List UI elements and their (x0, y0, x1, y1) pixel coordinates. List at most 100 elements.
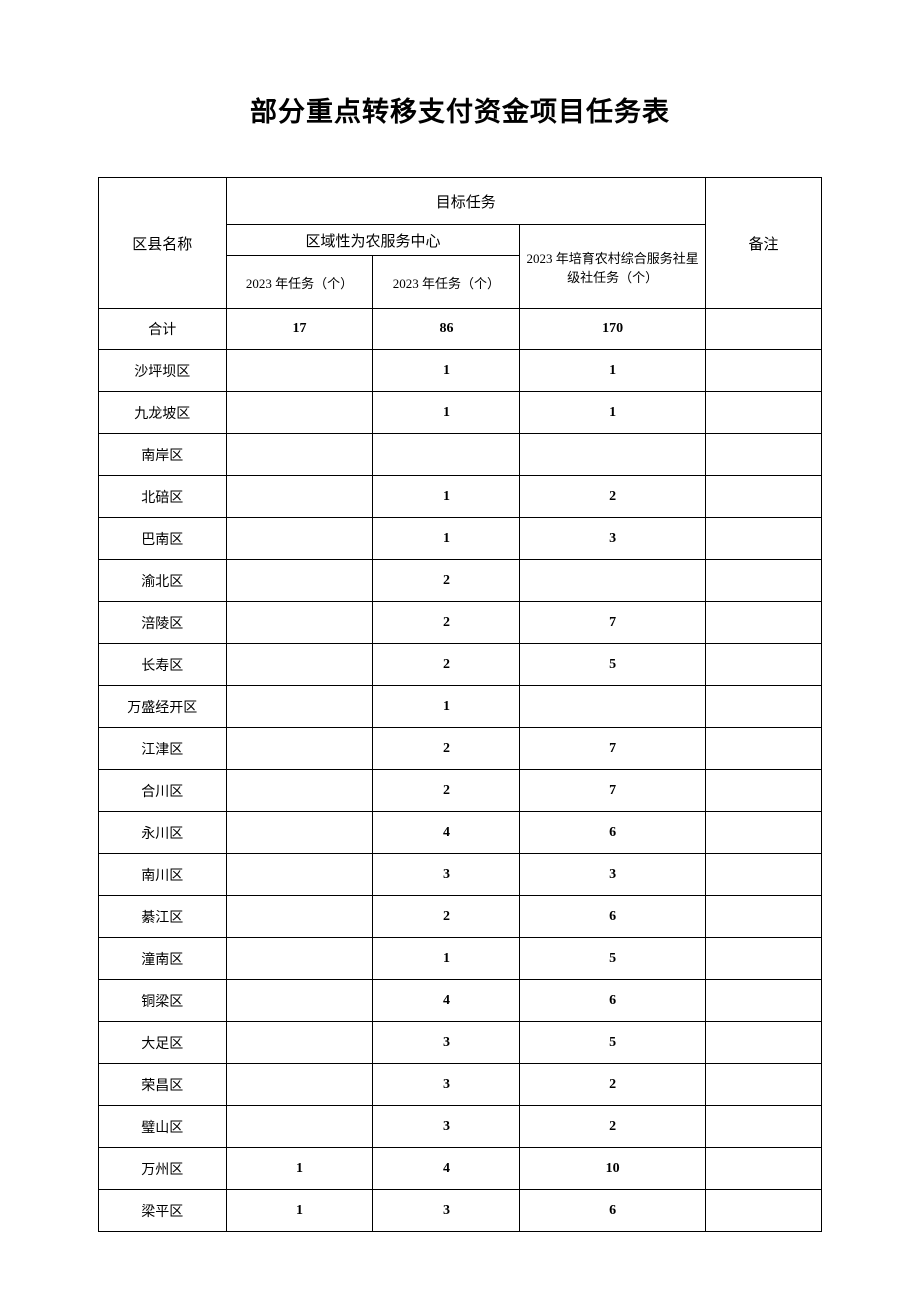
cell-note (705, 770, 821, 812)
district-name: 长寿区 (99, 644, 227, 686)
cell-v3: 2 (520, 1106, 706, 1148)
summary-row: 合计 17 86 170 (99, 309, 822, 350)
cell-note (705, 602, 821, 644)
cell-note (705, 392, 821, 434)
cell-v2: 3 (373, 1064, 520, 1106)
district-name: 大足区 (99, 1022, 227, 1064)
cell-v3: 5 (520, 644, 706, 686)
cell-v2: 3 (373, 1190, 520, 1232)
cell-v1 (226, 980, 373, 1022)
cell-v2: 1 (373, 686, 520, 728)
cell-v2: 2 (373, 602, 520, 644)
header-remark: 备注 (705, 178, 821, 309)
table-row: 合川区27 (99, 770, 822, 812)
cell-note (705, 980, 821, 1022)
district-name: 璧山区 (99, 1106, 227, 1148)
cell-note (705, 1064, 821, 1106)
cell-v2: 2 (373, 770, 520, 812)
district-name: 荣昌区 (99, 1064, 227, 1106)
cell-note (705, 1022, 821, 1064)
cell-note (705, 644, 821, 686)
district-name: 巴南区 (99, 518, 227, 560)
cell-note (705, 350, 821, 392)
cell-v1 (226, 392, 373, 434)
cell-note (705, 518, 821, 560)
cell-v1 (226, 350, 373, 392)
cell-v2: 3 (373, 1022, 520, 1064)
table-row: 璧山区32 (99, 1106, 822, 1148)
cell-v2: 2 (373, 896, 520, 938)
cell-v3: 6 (520, 1190, 706, 1232)
cell-note (705, 896, 821, 938)
cell-v1 (226, 938, 373, 980)
cell-v2: 2 (373, 560, 520, 602)
cell-v3: 6 (520, 896, 706, 938)
cell-v3: 7 (520, 770, 706, 812)
district-name: 万盛经开区 (99, 686, 227, 728)
cell-v2: 4 (373, 812, 520, 854)
district-name: 永川区 (99, 812, 227, 854)
cell-v2: 1 (373, 938, 520, 980)
cell-v1 (226, 896, 373, 938)
task-table: 区县名称 目标任务 备注 区域性为农服务中心 2023 年培育农村综合服务社星级… (98, 177, 822, 1232)
cell-note (705, 854, 821, 896)
table-row: 北碚区12 (99, 476, 822, 518)
cell-v2: 2 (373, 644, 520, 686)
summary-v1: 17 (226, 309, 373, 350)
cell-v1 (226, 1022, 373, 1064)
table-row: 万盛经开区 1 (99, 686, 822, 728)
district-name: 南岸区 (99, 434, 227, 476)
district-name: 南川区 (99, 854, 227, 896)
cell-v3: 10 (520, 1148, 706, 1190)
cell-v2: 2 (373, 728, 520, 770)
table-row: 永川区46 (99, 812, 822, 854)
cell-v2: 3 (373, 854, 520, 896)
header-regional-service: 区域性为农服务中心 (226, 225, 520, 256)
district-name: 涪陵区 (99, 602, 227, 644)
cell-v3: 5 (520, 1022, 706, 1064)
header-district: 区县名称 (99, 178, 227, 309)
cell-note (705, 476, 821, 518)
cell-v3: 7 (520, 602, 706, 644)
table-row: 万州区1410 (99, 1148, 822, 1190)
table-row: 渝北区 2 (99, 560, 822, 602)
header-task-b: 2023 年任务（个） (373, 256, 520, 309)
cell-v1 (226, 476, 373, 518)
summary-v3: 170 (520, 309, 706, 350)
cell-v1 (226, 728, 373, 770)
summary-label: 合计 (99, 309, 227, 350)
district-name: 万州区 (99, 1148, 227, 1190)
cell-v1 (226, 770, 373, 812)
cell-note (705, 434, 821, 476)
page-title: 部分重点转移支付资金项目任务表 (98, 90, 822, 129)
cell-v3 (520, 560, 706, 602)
table-row: 南岸区 (99, 434, 822, 476)
cell-note (705, 1148, 821, 1190)
cell-v1 (226, 812, 373, 854)
cell-v2: 1 (373, 518, 520, 560)
cell-v1 (226, 854, 373, 896)
cell-v1 (226, 644, 373, 686)
cell-v1 (226, 518, 373, 560)
header-task-a: 2023 年任务（个） (226, 256, 373, 309)
table-row: 梁平区136 (99, 1190, 822, 1232)
district-name: 潼南区 (99, 938, 227, 980)
cell-v3: 1 (520, 350, 706, 392)
cell-v3: 3 (520, 518, 706, 560)
cell-note (705, 560, 821, 602)
district-name: 梁平区 (99, 1190, 227, 1232)
cell-note (705, 686, 821, 728)
cell-note (705, 1190, 821, 1232)
table-row: 涪陵区 27 (99, 602, 822, 644)
district-name: 北碚区 (99, 476, 227, 518)
district-name: 渝北区 (99, 560, 227, 602)
cell-v1 (226, 434, 373, 476)
cell-v2 (373, 434, 520, 476)
district-name: 九龙坡区 (99, 392, 227, 434)
table-row: 江津区 27 (99, 728, 822, 770)
cell-v3: 7 (520, 728, 706, 770)
table-row: 荣昌区32 (99, 1064, 822, 1106)
cell-v1: 1 (226, 1148, 373, 1190)
cell-v1 (226, 1106, 373, 1148)
district-name: 江津区 (99, 728, 227, 770)
